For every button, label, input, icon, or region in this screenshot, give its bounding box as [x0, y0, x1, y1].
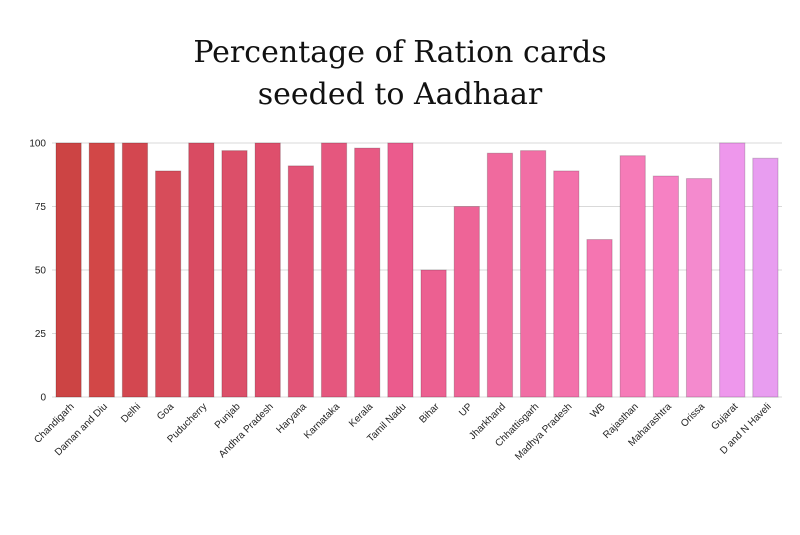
bar-d-and-n-haveli	[752, 157, 779, 398]
chart-title-line-1: Percentage of Ration cards	[193, 35, 606, 70]
bar-delhi	[121, 142, 149, 398]
x-category-label: Kerala	[347, 401, 376, 430]
x-category-label: Madhya Pradesh	[513, 401, 574, 462]
x-category-label: Goa	[155, 401, 176, 422]
x-category-label: UP	[457, 401, 475, 419]
bar-up	[453, 206, 480, 398]
bar-andhra-pradesh	[254, 142, 281, 398]
bar-punjab	[221, 150, 248, 398]
y-tick-label: 25	[35, 329, 47, 340]
x-category-label: Bihar	[417, 401, 442, 426]
y-tick-label: 75	[35, 202, 47, 213]
bar-orissa	[685, 178, 713, 398]
bar-chhattisgarh	[520, 150, 547, 398]
bar-maharashtra	[652, 175, 679, 398]
bar-wb	[586, 239, 613, 398]
bar-rajasthan	[619, 155, 646, 398]
bars	[55, 142, 779, 398]
bar-jharkhand	[486, 152, 514, 398]
x-category-label: Punjab	[213, 401, 243, 431]
y-tick-label: 0	[40, 393, 46, 404]
bar-kerala	[354, 147, 381, 398]
y-axis-ticks: 0 25 50 75 100	[29, 139, 46, 404]
bar-tamil-nadu	[387, 142, 414, 398]
bar-haryana	[287, 165, 314, 398]
x-category-label: Karnataka	[302, 401, 342, 441]
y-tick-label: 100	[29, 139, 46, 150]
x-category-label: Gujarat	[709, 401, 740, 432]
bar-goa	[155, 170, 182, 398]
y-tick-label: 50	[35, 266, 47, 277]
bar-karnataka	[320, 142, 348, 398]
x-category-label: Orissa	[679, 401, 708, 430]
bar-bihar	[420, 269, 447, 398]
bar-gujarat	[719, 142, 746, 398]
bar-daman-and-diu	[88, 142, 115, 398]
x-category-label: WB	[588, 401, 607, 420]
bar-chandigarh	[55, 142, 82, 398]
bar-madhya-pradesh	[553, 170, 580, 398]
chart-title-line-2: seeded to Aadhaar	[258, 77, 543, 112]
bar-puducherry	[188, 142, 215, 398]
x-category-label: Delhi	[119, 401, 143, 425]
